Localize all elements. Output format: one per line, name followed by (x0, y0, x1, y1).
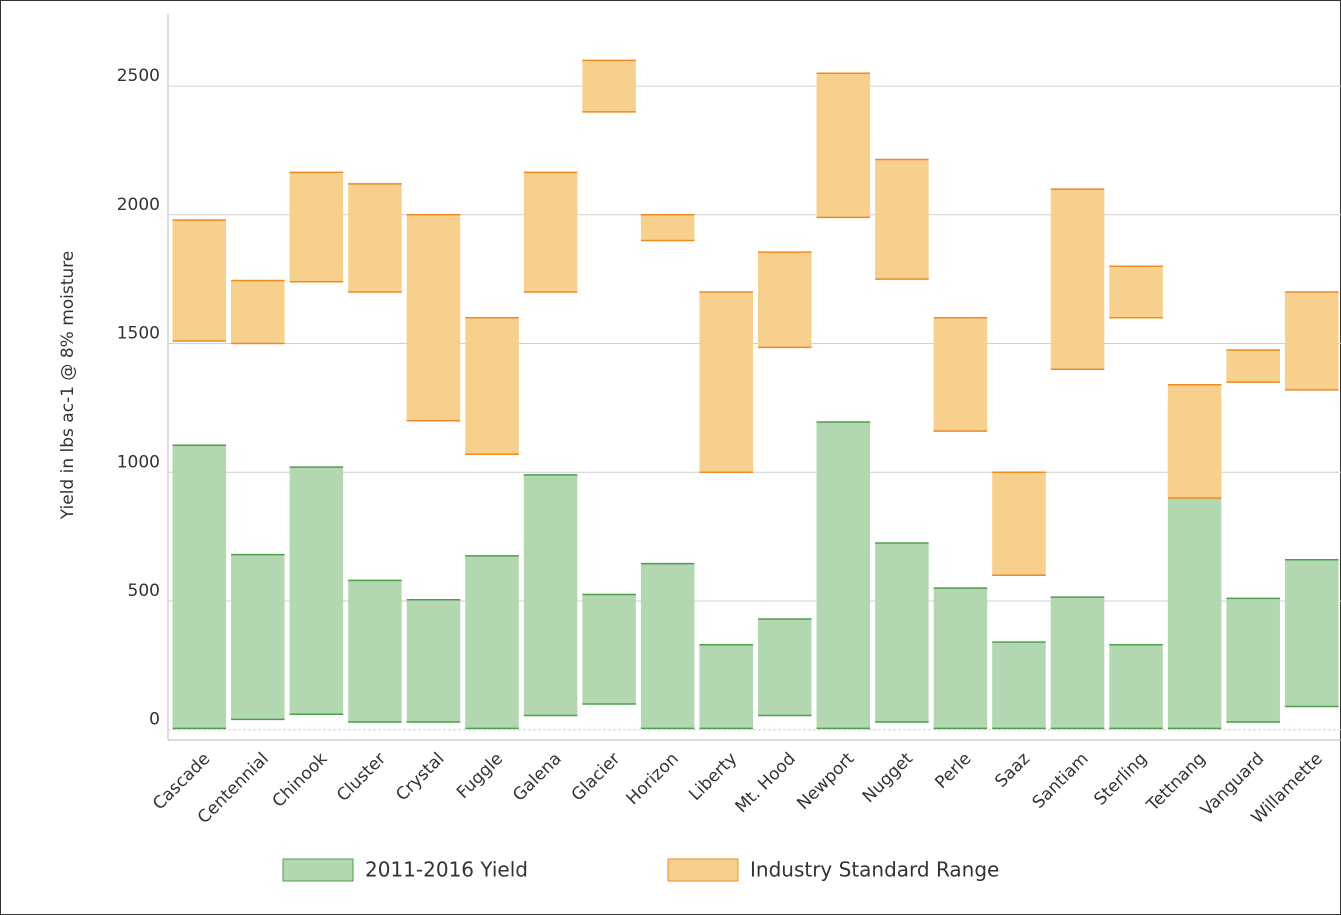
legend-label: Industry Standard Range (750, 858, 999, 882)
range-bar (1167, 384, 1222, 498)
x-tick-label: Chinook (269, 749, 332, 812)
range-bar (816, 422, 871, 729)
range-bar (289, 172, 344, 282)
range-bar (1050, 189, 1105, 370)
y-tick-label: 500 (128, 581, 160, 601)
legend-label: 2011-2016 Yield (365, 858, 528, 882)
x-tick-label: Santiam (1029, 749, 1093, 813)
legend-swatch (282, 858, 354, 882)
range-bar (1226, 349, 1280, 383)
range-bar (699, 292, 753, 473)
x-tick-label: Newport (793, 749, 858, 814)
range-bar (231, 554, 285, 720)
x-tick-label: Mt. Hood (732, 749, 800, 817)
x-tick-label: Horizon (623, 749, 683, 809)
range-bar (231, 280, 285, 344)
range-bar (699, 644, 753, 729)
y-tick-label: 2000 (117, 195, 160, 215)
range-bar (465, 555, 519, 729)
x-tick-label: Cluster (333, 749, 390, 806)
x-tick-label: Liberty (685, 749, 741, 805)
range-bar (1284, 559, 1339, 707)
x-tick-label: Fuggle (453, 749, 507, 803)
range-bar (289, 467, 344, 715)
range-bar (758, 619, 812, 716)
x-tick-label: Perle (931, 749, 975, 793)
range-bar (1109, 266, 1163, 318)
range-bar (933, 588, 988, 729)
x-tick-label: Galena (509, 749, 566, 806)
range-bar (640, 563, 695, 729)
y-tick-label: 1000 (117, 452, 160, 472)
range-bar (523, 474, 578, 716)
range-bar (172, 445, 227, 729)
y-tick-label: 1500 (117, 324, 160, 344)
range-bar (406, 599, 461, 722)
x-tick-label: Saaz (991, 749, 1034, 792)
range-bar (758, 252, 812, 348)
range-bar (406, 214, 461, 421)
range-bar (172, 219, 227, 341)
range-bar (465, 317, 519, 455)
x-tick-label: Sterling (1090, 749, 1151, 810)
range-bar (523, 172, 578, 293)
range-bar (992, 472, 1046, 576)
x-tick-label: Glacier (568, 749, 624, 805)
range-bar (875, 543, 929, 722)
range-bar (875, 159, 929, 280)
range-bar (1226, 598, 1280, 722)
range-bar (348, 580, 402, 722)
y-axis-label: Yield in lbs ac-1 @ 8% moisture (58, 251, 78, 521)
range-bar (992, 642, 1046, 729)
x-tick-label: Nugget (859, 749, 917, 807)
range-bar (348, 183, 402, 293)
range-bar (816, 73, 871, 218)
y-tick-label: 2500 (117, 66, 160, 86)
range-bar (1109, 644, 1163, 729)
range-bar (933, 317, 988, 432)
range-bar (640, 214, 695, 241)
x-tick-label: Crystal (392, 749, 448, 805)
legend-swatch (667, 858, 739, 882)
range-bar (582, 60, 636, 112)
range-bar (1050, 597, 1105, 729)
range-bar (1284, 292, 1339, 390)
y-tick-label: 0 (149, 710, 160, 730)
range-bar (582, 594, 636, 704)
